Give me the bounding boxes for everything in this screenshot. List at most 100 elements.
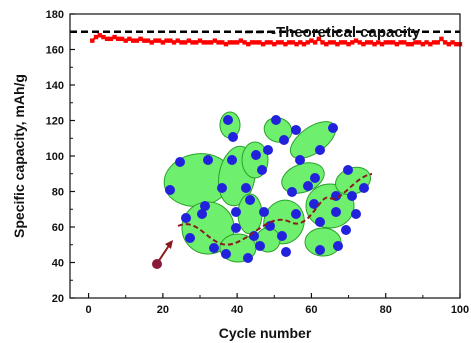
y-tick-label: 40 [52, 258, 64, 270]
dopant-dot [295, 155, 305, 165]
capacity-data-point [454, 41, 459, 47]
dopant-dot [175, 157, 185, 167]
capacity-data-point [97, 33, 102, 38]
capacity-data-point [439, 36, 444, 42]
capacity-data-point [353, 38, 359, 43]
x-tick-label: 0 [86, 304, 92, 316]
dopant-dot [310, 173, 320, 183]
capacity-data-point [156, 38, 162, 43]
capacity-data-point [179, 40, 184, 45]
x-tick-label: 40 [231, 304, 243, 316]
dopant-dot [333, 241, 343, 251]
dopant-dot [328, 123, 338, 133]
capacity-data-point [368, 40, 374, 45]
capacity-data-point [220, 40, 225, 45]
capacity-data-point [298, 40, 303, 45]
dopant-dot [209, 243, 219, 253]
dopant-dot [257, 165, 267, 175]
capacity-data-point [168, 38, 173, 43]
y-axis: 20 40 60 80 100 120 140 160 180 [46, 9, 75, 305]
capacity-data-point [138, 36, 143, 42]
capacity-data-point [320, 40, 325, 45]
dopant-dot [271, 115, 281, 125]
capacity-data-point [338, 40, 344, 45]
capacity-data-point [331, 40, 336, 45]
dopant-dot [197, 209, 207, 219]
series-layer [90, 33, 463, 47]
capacity-data-point [227, 40, 232, 45]
dopant-dot [241, 183, 251, 193]
capacity-data-point [346, 41, 351, 47]
capacity-data-point [231, 40, 236, 45]
capacity-data-point [435, 40, 440, 45]
capacity-data-point [409, 41, 414, 47]
capacity-data-point [130, 38, 136, 43]
capacity-data-point [402, 40, 407, 45]
capacity-data-point [238, 38, 244, 43]
capacity-data-point [216, 40, 221, 45]
capacity-data-point [309, 38, 314, 43]
dopant-dot [309, 199, 319, 209]
dopant-dot [228, 132, 238, 142]
capacity-data-point [268, 40, 273, 45]
dopant-dot [265, 221, 275, 231]
capacity-data-point [290, 40, 296, 45]
dopant-dot [279, 135, 289, 145]
capacity-data-point [123, 38, 128, 43]
capacity-data-point [286, 40, 292, 45]
capacity-data-point [379, 41, 385, 47]
dopant-dot [263, 145, 273, 155]
capacity-data-point [405, 41, 411, 47]
electron-source-dot [152, 259, 162, 269]
capacity-data-point [242, 40, 247, 45]
dopant-dot [255, 241, 265, 251]
capacity-data-point [257, 40, 262, 45]
capacity-data-point [420, 41, 426, 47]
dopant-dot [221, 249, 231, 259]
nanoparticle-blob [281, 162, 325, 194]
capacity-data-point [260, 41, 266, 47]
capacity-data-point [416, 40, 422, 45]
dopant-dot [343, 165, 353, 175]
capacity-data-point [272, 41, 277, 47]
capacity-data-point [101, 34, 106, 40]
capacity-data-point [149, 40, 154, 45]
dopant-dot [281, 247, 291, 257]
dopant-dot [227, 155, 237, 165]
capacity-data-point [93, 34, 99, 40]
dopant-dot [359, 183, 369, 193]
capacity-data-point [283, 41, 288, 47]
dopant-dot [203, 155, 213, 165]
capacity-data-point [350, 40, 355, 45]
capacity-data-point [153, 38, 158, 43]
y-tick-label: 140 [46, 80, 64, 92]
y-tick-label: 60 [52, 222, 64, 234]
capacity-data-point [364, 40, 370, 45]
capacity-data-point [246, 41, 251, 47]
capacity-data-point [431, 40, 437, 45]
capacity-data-point [316, 36, 322, 42]
electron-arrowhead [165, 240, 173, 249]
capacity-data-point [413, 40, 418, 45]
y-tick-label: 120 [46, 116, 64, 128]
dopant-dot [243, 253, 253, 263]
capacity-data-point [134, 38, 140, 43]
x-axis: 0 20 40 60 80 100 [86, 293, 469, 316]
capacity-data-point [324, 41, 329, 47]
capacity-data-point [342, 40, 348, 45]
y-tick-label: 80 [52, 187, 64, 199]
x-tick-label: 20 [157, 304, 169, 316]
capacity-data-point [249, 40, 255, 45]
y-tick-label: 100 [46, 151, 64, 163]
capacity-data-point [186, 38, 192, 43]
dopant-dot [347, 191, 357, 201]
dopant-dot [245, 195, 255, 205]
dopant-dot [181, 213, 191, 223]
capacity-data-point [145, 38, 151, 43]
dopant-dot [331, 207, 341, 217]
capacity-data-point [234, 40, 240, 45]
capacity-data-point [279, 40, 284, 45]
capacity-data-point [160, 40, 166, 45]
capacity-data-point [428, 41, 433, 47]
dopant-dot [200, 201, 210, 211]
